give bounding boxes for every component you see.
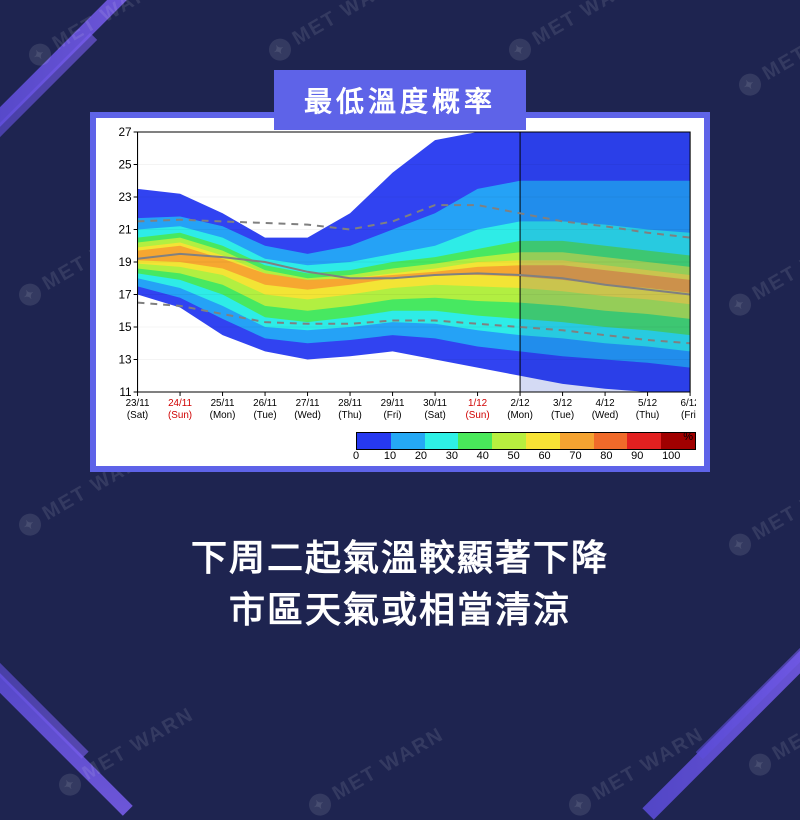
color-legend: % 0102030405060708090100 [356, 432, 696, 462]
svg-text:15: 15 [118, 320, 132, 334]
chart-frame: 11131517192123252723/11(Sat)24/11(Sun)25… [90, 112, 710, 472]
svg-text:(Fri): (Fri) [384, 410, 402, 421]
svg-text:(Tue): (Tue) [551, 410, 574, 421]
main-content: 最低溫度概率 11131517192123252723/11(Sat)24/11… [0, 0, 800, 800]
svg-text:25/11: 25/11 [211, 398, 235, 409]
svg-text:(Mon): (Mon) [507, 410, 533, 421]
svg-text:(Thu): (Thu) [338, 410, 362, 421]
svg-text:4/12: 4/12 [595, 398, 615, 409]
svg-text:23: 23 [118, 190, 132, 204]
svg-text:(Sat): (Sat) [424, 410, 445, 421]
svg-text:(Fri): (Fri) [681, 410, 696, 421]
svg-text:23/11: 23/11 [126, 398, 150, 409]
caption-text: 下周二起氣溫較顯著下降 市區天氣或相當清涼 [191, 532, 609, 636]
svg-text:6/12: 6/12 [680, 398, 696, 409]
svg-text:1/12: 1/12 [468, 398, 488, 409]
svg-text:13: 13 [118, 352, 132, 366]
svg-text:(Sun): (Sun) [466, 410, 490, 421]
caption-line-2: 市區天氣或相當清涼 [191, 584, 609, 636]
svg-text:(Thu): (Thu) [636, 410, 660, 421]
svg-text:11: 11 [119, 385, 132, 399]
svg-text:(Sun): (Sun) [168, 410, 192, 421]
chart-title: 最低溫度概率 [274, 70, 526, 130]
svg-text:19: 19 [118, 255, 132, 269]
svg-text:(Wed): (Wed) [294, 410, 321, 421]
svg-text:3/12: 3/12 [553, 398, 573, 409]
svg-text:27/11: 27/11 [296, 398, 320, 409]
svg-text:25: 25 [118, 157, 132, 171]
svg-text:(Sat): (Sat) [127, 410, 148, 421]
probability-chart: 11131517192123252723/11(Sat)24/11(Sun)25… [104, 126, 696, 426]
svg-text:(Tue): (Tue) [253, 410, 276, 421]
svg-text:(Wed): (Wed) [592, 410, 619, 421]
svg-text:29/11: 29/11 [381, 398, 405, 409]
svg-text:5/12: 5/12 [638, 398, 658, 409]
svg-text:17: 17 [118, 287, 132, 301]
caption-line-1: 下周二起氣溫較顯著下降 [191, 532, 609, 584]
svg-text:28/11: 28/11 [338, 398, 362, 409]
svg-text:26/11: 26/11 [253, 398, 277, 409]
svg-text:27: 27 [118, 126, 132, 139]
svg-text:2/12: 2/12 [510, 398, 530, 409]
svg-text:21: 21 [118, 222, 132, 236]
legend-unit: % [683, 431, 693, 443]
svg-text:24/11: 24/11 [168, 398, 192, 409]
svg-text:(Mon): (Mon) [210, 410, 236, 421]
svg-text:30/11: 30/11 [423, 398, 447, 409]
